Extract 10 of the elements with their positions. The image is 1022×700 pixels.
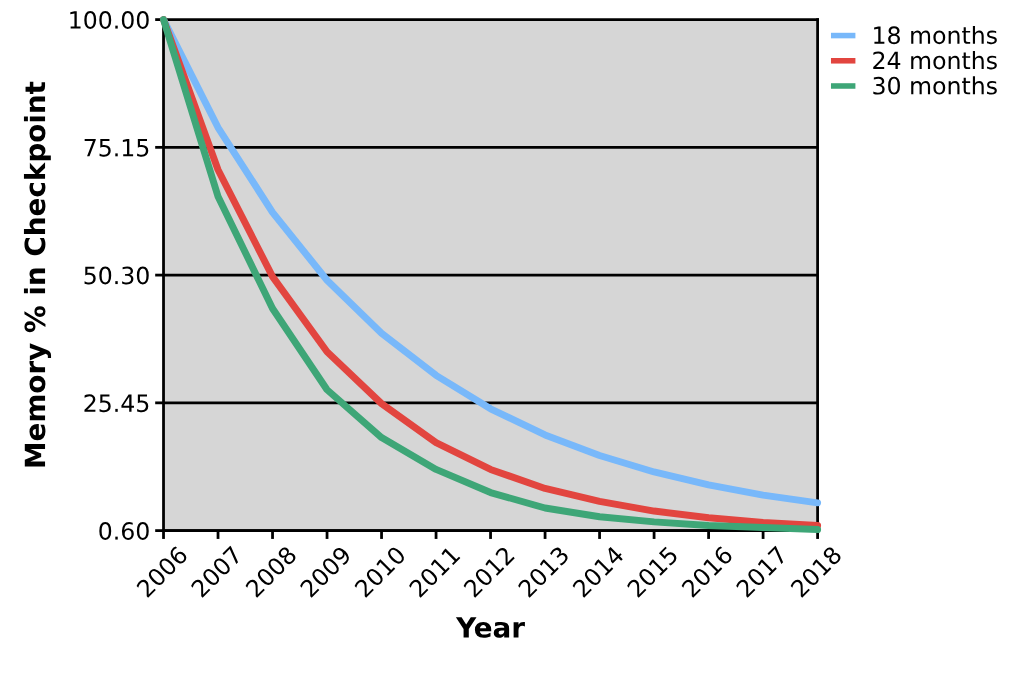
legend-label: 18 months	[874, 25, 997, 45]
y-tick-label: 0.60	[99, 522, 149, 540]
y-axis-title: Memory % in Checkpoint	[23, 81, 52, 467]
y-tick-label: 75.15	[84, 139, 149, 157]
x-axis-title: Year	[455, 617, 525, 638]
y-tick-label: 25.45	[84, 394, 149, 413]
legend-label: 24 months	[873, 51, 997, 70]
legend-label: 30 months	[873, 76, 997, 95]
y-tick-label: 100.00	[70, 11, 149, 29]
y-tick-label: 50.30	[84, 266, 149, 285]
